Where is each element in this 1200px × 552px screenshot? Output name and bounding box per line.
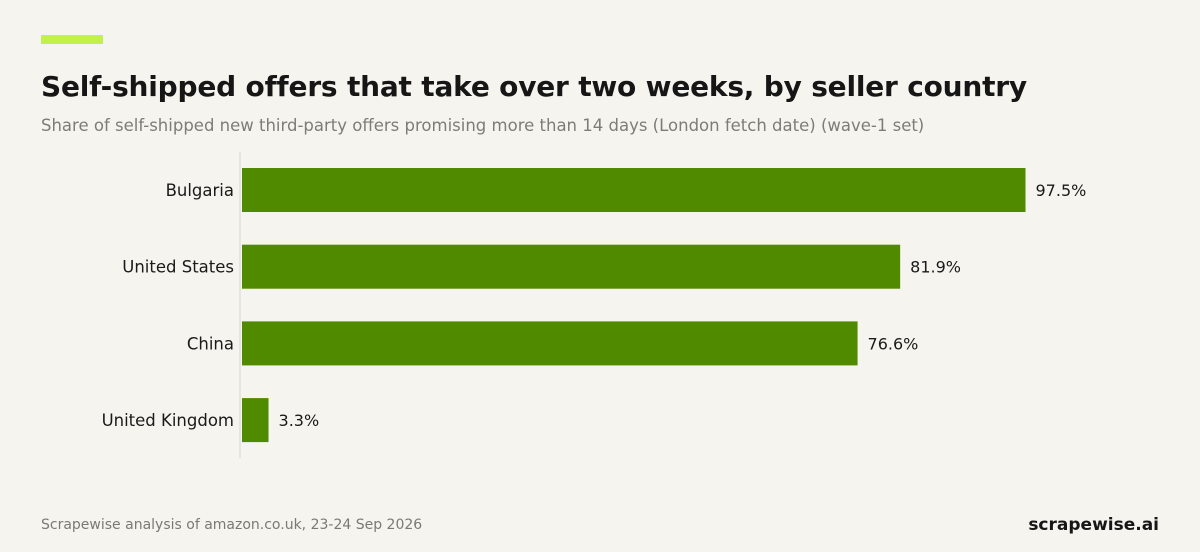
chart-subtitle: Share of self-shipped new third-party of… xyxy=(41,116,925,135)
accent-bar xyxy=(41,35,103,44)
category-label: Bulgaria xyxy=(166,181,234,200)
bar xyxy=(242,398,269,443)
chart-title: Self-shipped offers that take over two w… xyxy=(41,70,1027,103)
category-label: United States xyxy=(122,258,234,277)
value-label: 76.6% xyxy=(868,334,919,353)
bars-group: Bulgaria 97.5% United States 81.9% China 76.6… xyxy=(102,168,1087,443)
bar xyxy=(242,321,858,366)
category-label: China xyxy=(187,334,234,353)
source-note: Scrapewise analysis of amazon.co.uk, 23-… xyxy=(41,517,423,533)
bar xyxy=(242,168,1026,212)
value-label: 97.5% xyxy=(1036,181,1087,200)
bar xyxy=(242,244,901,289)
value-label: 81.9% xyxy=(910,258,961,277)
category-label: United Kingdom xyxy=(102,411,234,430)
value-label: 3.3% xyxy=(279,411,320,430)
brand-logo-text: scrapewise.ai xyxy=(1028,515,1159,535)
